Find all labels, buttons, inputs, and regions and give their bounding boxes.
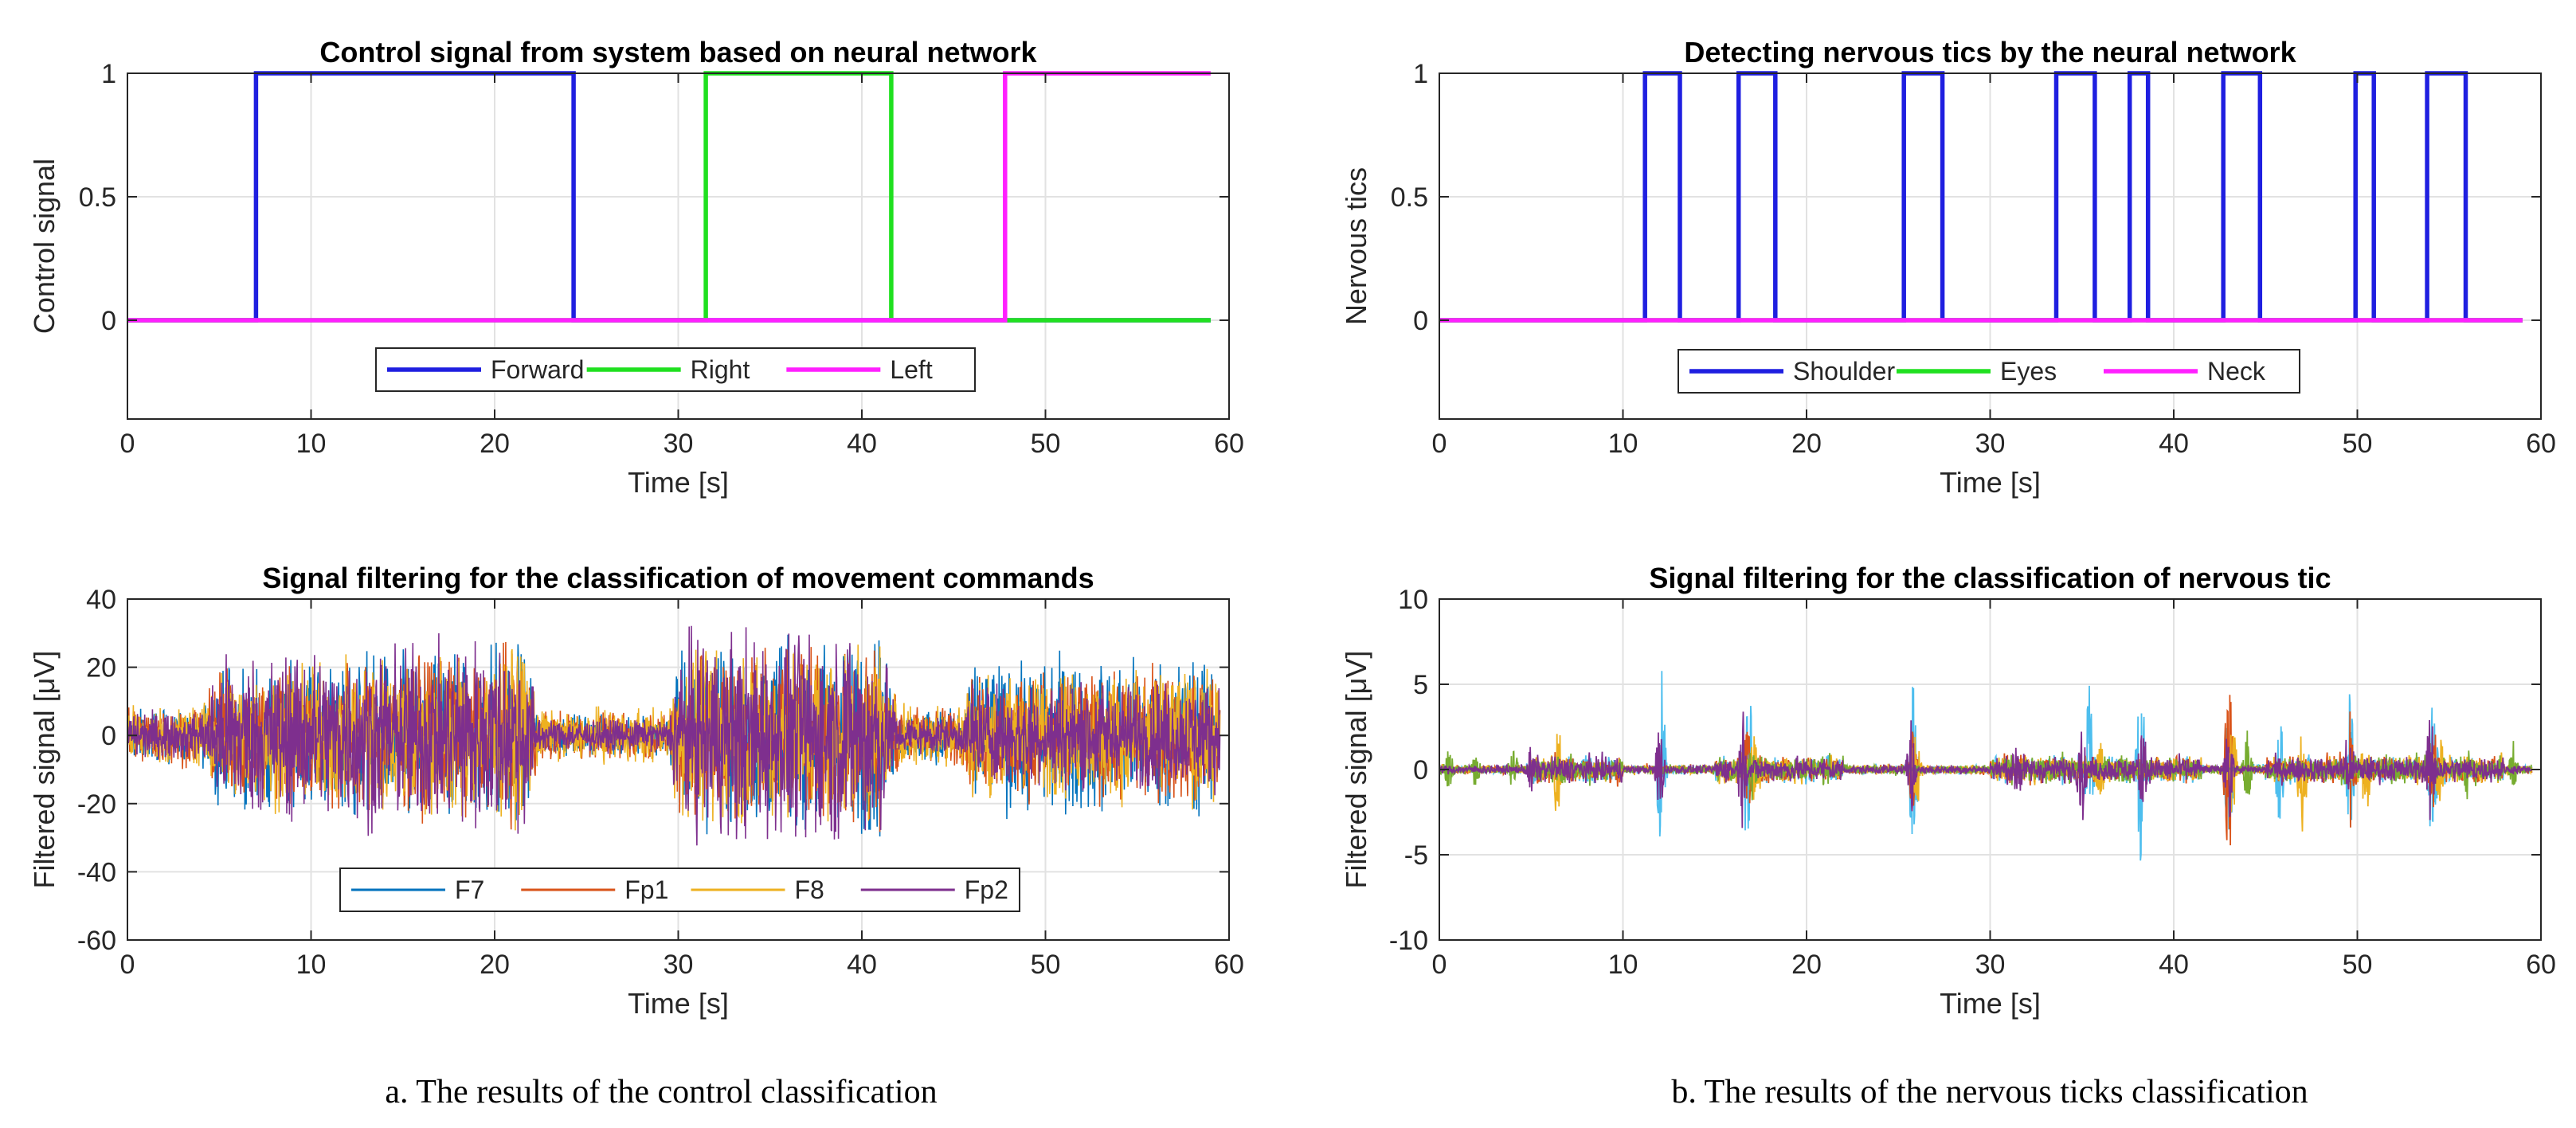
legend-label-forward: Forward — [491, 355, 584, 384]
x-axis-label: Time [s] — [628, 987, 729, 1020]
x-tick-label: 40 — [2159, 429, 2189, 459]
x-tick-label: 20 — [480, 950, 510, 980]
chart-filter_tic: 0 10 20 30 40 50 60 -10 -5 0 5 10 Signal filtering f… — [1340, 562, 2556, 1020]
chart-title: Signal filtering for the classification … — [262, 562, 1094, 594]
y-tick-label: 20 — [86, 653, 116, 683]
x-tick-label: 30 — [1975, 950, 2006, 980]
x-tick-label: 0 — [1432, 429, 1447, 459]
x-tick-label: 40 — [2159, 950, 2189, 980]
y-axis-label: Nervous tics — [1340, 167, 1372, 325]
y-tick-label: -40 — [77, 857, 116, 887]
x-tick-label: 10 — [296, 429, 327, 459]
legend-label-fp2: Fp2 — [965, 875, 1008, 904]
x-tick-label: 0 — [1432, 950, 1447, 980]
legend-label-eyes: Eyes — [2000, 357, 2057, 386]
x-tick-label: 30 — [1975, 429, 2006, 459]
legend-label-fp1: Fp1 — [624, 875, 668, 904]
y-tick-label: -20 — [77, 789, 116, 820]
y-tick-label: 0.5 — [79, 182, 116, 213]
legend-label-f7: F7 — [455, 875, 484, 904]
legend-label-right: Right — [691, 355, 750, 384]
plot-area — [1439, 71, 2523, 323]
y-tick-label: 0.5 — [1391, 182, 1428, 213]
plot-area — [127, 625, 1221, 846]
x-tick-label: 30 — [664, 429, 694, 459]
x-tick-label: 20 — [1791, 950, 1822, 980]
y-tick-label: 5 — [1413, 670, 1428, 700]
y-axis-label: Control signal — [28, 159, 61, 334]
y-tick-label: -10 — [1389, 926, 1428, 956]
x-tick-label: 20 — [480, 429, 510, 459]
y-tick-label: 10 — [1398, 585, 1428, 615]
x-tick-label: 20 — [1791, 429, 1822, 459]
legend-label-f8: F8 — [795, 875, 824, 904]
x-tick-label: 0 — [120, 950, 135, 980]
legend: F7 Fp1 F8 Fp2 — [339, 868, 1020, 912]
chart-filter_move: 0 10 20 30 40 50 60 -60 -40 -20 0 20 40 Signal filter… — [28, 562, 1244, 1020]
legend-label-neck: Neck — [2207, 357, 2266, 386]
caption-a: a. The results of the control classifica… — [385, 1074, 937, 1110]
y-tick-label: 0 — [101, 306, 116, 336]
y-axis-label: Filtered signal [μV] — [28, 651, 61, 889]
series-fp2 — [127, 625, 1221, 846]
y-tick-label: 1 — [1413, 59, 1428, 89]
x-tick-label: 50 — [1031, 950, 1061, 980]
x-tick-label: 50 — [1031, 429, 1061, 459]
x-axis-label: Time [s] — [628, 466, 729, 499]
chart-title: Detecting nervous tics by the neural net… — [1684, 36, 2296, 69]
series-4 — [1439, 711, 2532, 828]
y-tick-label: 0 — [101, 721, 116, 751]
x-tick-label: 10 — [1608, 429, 1638, 459]
chart-control: 0 10 20 30 40 50 60 0 0.5 1 Control signal from sy… — [28, 36, 1244, 499]
x-tick-label: 30 — [664, 950, 694, 980]
y-tick-label: 0 — [1413, 755, 1428, 785]
legend: Forward Right Left — [375, 347, 976, 392]
chart-tics: 0 10 20 30 40 50 60 0 0.5 1 Detecting nervous tics… — [1340, 36, 2556, 499]
x-axis-label: Time [s] — [1940, 466, 2041, 499]
x-tick-label: 60 — [1214, 950, 1244, 980]
x-tick-label: 60 — [2526, 950, 2556, 980]
y-tick-label: 40 — [86, 585, 116, 615]
x-tick-label: 50 — [2343, 429, 2373, 459]
chart-title: Signal filtering for the classification … — [1649, 562, 2331, 594]
x-tick-label: 50 — [2343, 950, 2373, 980]
y-tick-label: -5 — [1404, 840, 1428, 871]
legend-label-shoulder: Shoulder — [1793, 357, 1895, 386]
x-tick-label: 0 — [120, 429, 135, 459]
caption-b: b. The results of the nervous ticks clas… — [1671, 1074, 2308, 1110]
x-tick-label: 60 — [2526, 429, 2556, 459]
x-tick-label: 10 — [296, 950, 327, 980]
y-axis-label: Filtered signal [μV] — [1340, 651, 1372, 889]
y-tick-label: 0 — [1413, 306, 1428, 336]
x-tick-label: 60 — [1214, 429, 1244, 459]
x-tick-label: 40 — [847, 429, 877, 459]
plot-area — [1439, 671, 2533, 861]
x-axis-label: Time [s] — [1940, 987, 2041, 1020]
legend-label-left: Left — [890, 355, 932, 384]
y-tick-label: 1 — [101, 59, 116, 89]
x-tick-label: 10 — [1608, 950, 1638, 980]
y-tick-label: -60 — [77, 926, 116, 956]
chart-title: Control signal from system based on neur… — [319, 36, 1037, 69]
x-tick-label: 40 — [847, 950, 877, 980]
legend: Shoulder Eyes Neck — [1678, 349, 2300, 394]
